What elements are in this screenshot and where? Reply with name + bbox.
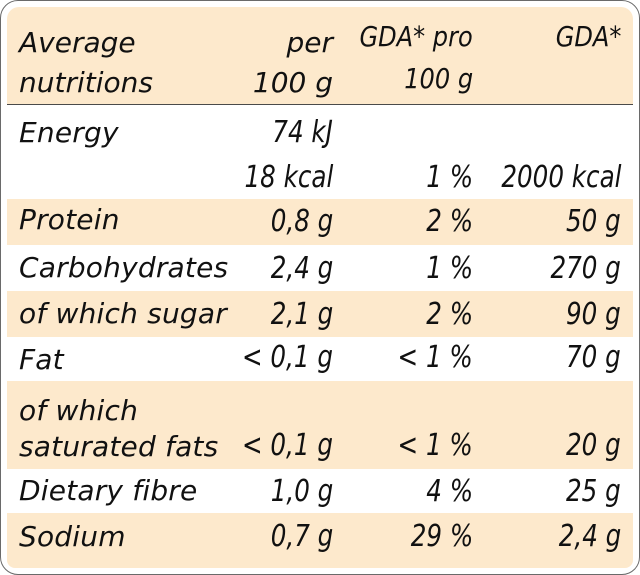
row-gda-pct: 29 %	[410, 519, 473, 554]
row-gda-pct: 2 %	[426, 297, 473, 332]
table-row: Carbohydrates 2,4 g 1 % 270 g	[7, 245, 633, 291]
table-row: Energy 74 kJ	[7, 111, 633, 155]
row-gda: 90 g	[566, 297, 621, 332]
row-label: saturated fats	[19, 430, 219, 463]
header-per-line2: 100 g	[252, 66, 333, 99]
row-gda: 2000 kcal	[500, 160, 621, 195]
row-gda: 25 g	[566, 474, 621, 509]
row-label: Energy	[19, 116, 119, 149]
row-label: Fat	[19, 343, 64, 376]
row-per100: 2,1 g	[270, 297, 333, 332]
header-label-line1: Average	[19, 26, 136, 59]
row-gda: 270 g	[550, 251, 621, 286]
row-label: Protein	[19, 203, 120, 236]
header-per-line1: per	[286, 26, 333, 59]
table-row: Dietary fibre 1,0 g 4 % 25 g	[7, 469, 633, 513]
table-row: Protein 0,8 g 2 % 50 g	[7, 199, 633, 245]
table-row: Sodium 0,7 g 29 % 2,4 g	[7, 513, 633, 560]
row-gda: 50 g	[566, 204, 621, 239]
row-gda: 70 g	[566, 340, 621, 375]
row-per100: 74 kJ	[272, 115, 333, 150]
row-gda-pct: 4 %	[426, 474, 473, 509]
row-gda-pct: 1 %	[426, 251, 473, 286]
row-label: Sodium	[19, 520, 126, 553]
table-header: Average nutritions per 100 g GDA* pro 10…	[7, 7, 633, 105]
row-per100: 0,8 g	[270, 204, 333, 239]
row-label: of which sugar	[19, 297, 227, 330]
header-gda-pro-line1: GDA* pro	[359, 20, 473, 53]
table-row: Fat < 0,1 g < 1 % 70 g	[7, 337, 633, 381]
row-gda: 2,4 g	[558, 519, 621, 554]
header-label-line2: nutritions	[19, 66, 153, 99]
row-label: Dietary fibre	[19, 474, 198, 507]
header-gda-pro-line2: 100 g	[404, 62, 473, 95]
row-gda: 20 g	[566, 428, 621, 463]
row-per100: < 0,1 g	[242, 340, 333, 375]
table-row: of which saturated fats < 0,1 g < 1 % 20…	[7, 381, 633, 469]
row-gda-pct: < 1 %	[397, 428, 473, 463]
table-row: of which sugar 2,1 g 2 % 90 g	[7, 291, 633, 337]
row-gda-pct: 2 %	[426, 204, 473, 239]
row-gda-pct: 1 %	[426, 160, 473, 195]
row-per100: 2,4 g	[270, 251, 333, 286]
row-per100: 0,7 g	[270, 519, 333, 554]
row-per100: < 0,1 g	[242, 428, 333, 463]
row-per100: 18 kcal	[244, 160, 333, 195]
row-per100: 1,0 g	[270, 474, 333, 509]
table-row: 18 kcal 1 % 2000 kcal	[7, 155, 633, 199]
row-label: Carbohydrates	[19, 251, 229, 284]
row-gda-pct: < 1 %	[397, 340, 473, 375]
table-footer-bar	[7, 560, 633, 568]
row-label: of which	[19, 394, 139, 427]
header-gda: GDA*	[555, 20, 621, 53]
